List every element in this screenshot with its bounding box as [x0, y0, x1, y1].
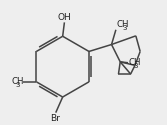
Text: 3: 3	[122, 25, 127, 31]
Text: Br: Br	[50, 114, 60, 122]
Text: H: H	[16, 77, 23, 86]
Text: OH: OH	[58, 12, 72, 22]
Text: CH: CH	[128, 58, 140, 67]
Text: C: C	[12, 77, 18, 86]
Text: 3: 3	[134, 63, 138, 69]
Text: 3: 3	[15, 82, 20, 88]
Text: CH: CH	[117, 20, 129, 29]
